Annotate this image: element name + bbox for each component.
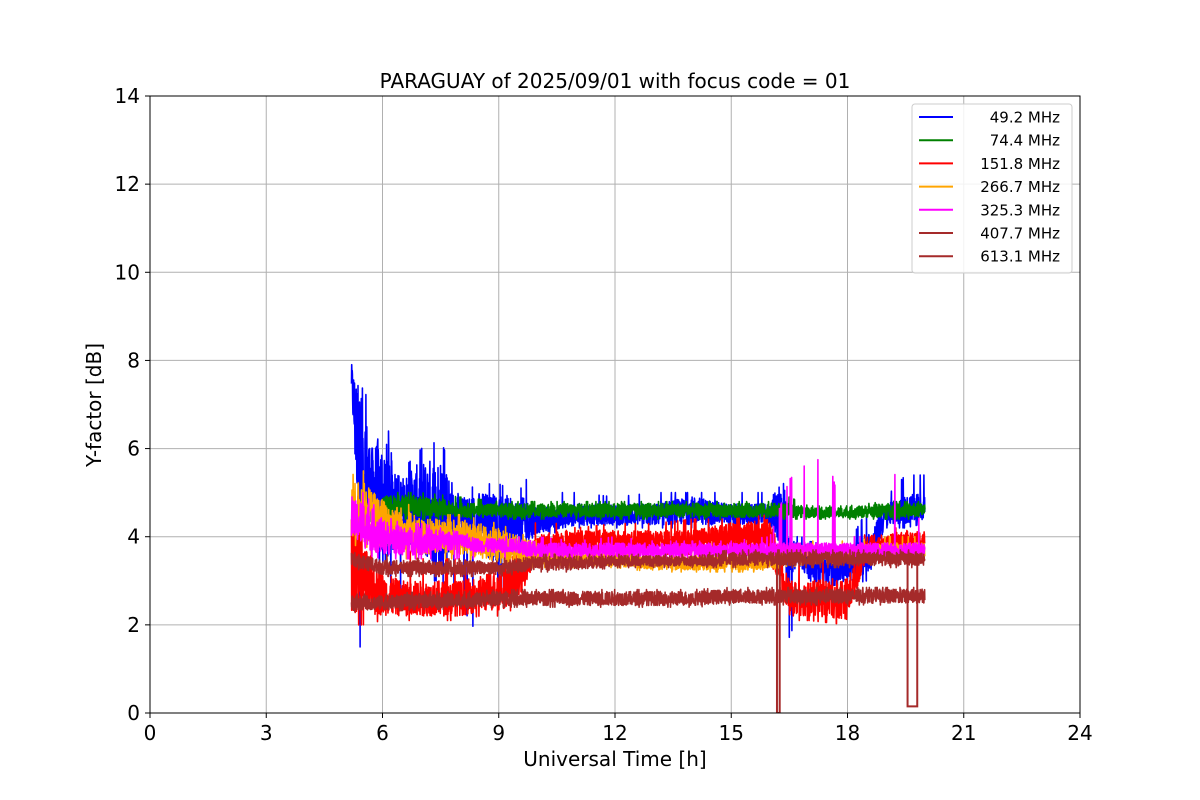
- x-tick-label: 21: [951, 721, 976, 745]
- series-line-4: [350, 458, 926, 560]
- x-axis-label: Universal Time [h]: [523, 747, 706, 771]
- y-tick-label: 4: [127, 525, 140, 549]
- legend-entry-label: 151.8 MHz: [975, 155, 1060, 173]
- x-tick-label: 24: [1067, 721, 1092, 745]
- y-tick-label: 0: [127, 701, 140, 725]
- x-tick-label: 12: [602, 721, 627, 745]
- legend-entry-label: 266.7 MHz: [975, 178, 1060, 196]
- legend-entry-label: 407.7 MHz: [975, 225, 1060, 243]
- legend-entry-label: 325.3 MHz: [975, 201, 1060, 219]
- x-tick-label: 3: [260, 721, 273, 745]
- plot-area: [350, 363, 926, 713]
- x-axis-ticks: 0 3 6 9 12 15 18 21 24: [144, 713, 1093, 745]
- y-tick-label: 8: [127, 348, 140, 372]
- legend: 49.2 MHz 74.4 MHz 151.8 MHz 266.7 MHz 32…: [911, 103, 1073, 274]
- y-tick-label: 14: [115, 84, 140, 108]
- x-tick-label: 9: [492, 721, 505, 745]
- x-tick-label: 15: [719, 721, 744, 745]
- dropout-mark-1: [906, 554, 919, 708]
- y-axis-ticks: 0 2 4 6 8 10 12 14: [115, 84, 150, 725]
- series-layer: [350, 363, 926, 713]
- legend-box: [911, 103, 1073, 274]
- series-line-5: [350, 549, 926, 578]
- y-axis-label: Y-factor [dB]: [82, 343, 106, 468]
- legend-entry-label: 74.4 MHz: [985, 132, 1060, 150]
- x-tick-label: 6: [376, 721, 389, 745]
- legend-entry-label: 613.1 MHz: [975, 248, 1060, 266]
- y-tick-label: 12: [115, 172, 140, 196]
- dropout-mark-0: [775, 554, 781, 713]
- y-tick-label: 6: [127, 437, 140, 461]
- legend-entry-label: 49.2 MHz: [985, 109, 1060, 127]
- series-line-6: [350, 586, 926, 613]
- x-tick-label: 18: [835, 721, 860, 745]
- y-tick-label: 2: [127, 613, 140, 637]
- x-tick-label: 0: [144, 721, 157, 745]
- chart-title: PARAGUAY of 2025/09/01 with focus code =…: [380, 69, 851, 93]
- y-tick-label: 10: [115, 260, 140, 284]
